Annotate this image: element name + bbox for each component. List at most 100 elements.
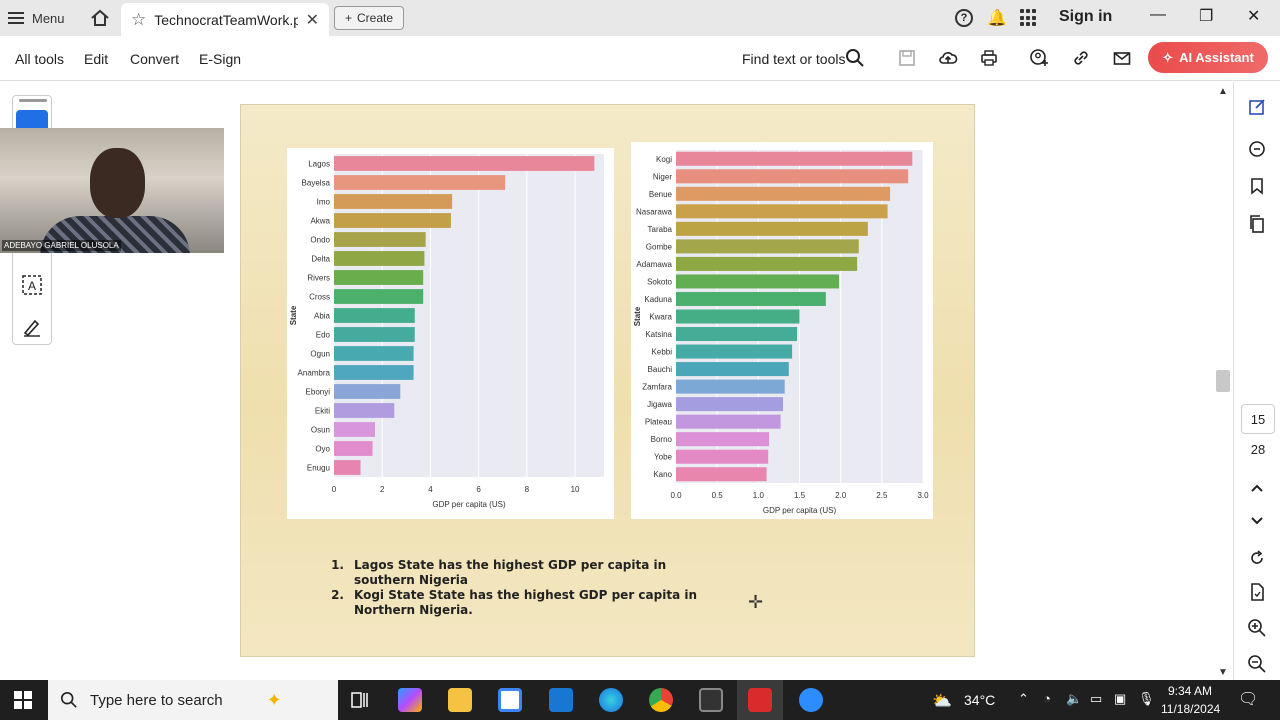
edit-pdf-icon[interactable] <box>1247 97 1267 117</box>
bar-nasarawa <box>676 204 888 219</box>
file-explorer-icon[interactable] <box>448 688 472 712</box>
mail-icon[interactable] <box>1112 48 1132 68</box>
y-tick-label: Rivers <box>307 274 330 283</box>
bar-borno <box>676 432 770 447</box>
y-tick-label: Kano <box>653 470 672 479</box>
meet-now-icon[interactable]: ▣ <box>1114 691 1127 706</box>
bell-icon[interactable]: 🔔 <box>987 10 1007 27</box>
y-tick-label: Lagos <box>308 160 330 169</box>
copilot-sparkle-icon: ✦ <box>266 689 282 710</box>
chevron-up-icon[interactable]: ⌃ <box>1018 691 1029 706</box>
edge-browser-icon[interactable] <box>599 688 623 712</box>
bar-bauchi <box>676 362 789 377</box>
bar-kwara <box>676 309 800 324</box>
maximize-icon[interactable]: ❐ <box>1199 8 1214 25</box>
apps-grid-icon[interactable] <box>1020 9 1038 27</box>
task-view-icon[interactable] <box>348 688 372 712</box>
volume-icon[interactable]: 🔈 <box>1066 691 1083 706</box>
bar-lagos <box>334 156 595 171</box>
clock-time[interactable]: 9:34 AM <box>1168 684 1213 698</box>
weather-temp[interactable]: 34°C <box>964 692 996 708</box>
save-icon[interactable] <box>897 48 917 68</box>
y-tick-label: Kwara <box>649 313 672 322</box>
star-icon[interactable]: ☆ <box>131 9 147 29</box>
note-line: Kogi State State has the highest GDP per… <box>354 588 698 602</box>
bar-benue <box>676 186 891 201</box>
y-tick-label: Anambra <box>298 369 331 378</box>
find-text-button[interactable]: Find text or tools <box>742 51 846 67</box>
mail-app-icon[interactable] <box>549 688 573 712</box>
vertical-scrollbar[interactable]: ▲ ▼ <box>1214 82 1232 680</box>
x-tick-label: 0.0 <box>670 491 682 500</box>
all-tools-menu[interactable]: All tools <box>15 51 65 67</box>
bar-edo <box>334 327 415 342</box>
terminal-app-icon[interactable] <box>699 688 723 712</box>
battery-icon[interactable]: ▭ <box>1090 691 1103 706</box>
weather-cloud-icon[interactable]: ⛅ <box>932 693 952 710</box>
close-window-icon[interactable]: ✕ <box>1247 8 1261 25</box>
pages-icon[interactable] <box>1247 214 1267 234</box>
previous-page-icon[interactable] <box>1247 478 1267 498</box>
wifi-icon[interactable]: ◔ <box>1043 691 1051 706</box>
bar-sokoto <box>676 274 840 289</box>
bar-zamfara <box>676 379 785 394</box>
acrobat-app-icon[interactable] <box>748 688 772 712</box>
microphone-icon[interactable]: 🎙 <box>1138 691 1155 706</box>
clock-date[interactable]: 11/18/2024 <box>1161 702 1221 716</box>
link-icon[interactable] <box>1071 48 1091 68</box>
edit-menu[interactable]: Edit <box>84 51 109 67</box>
zoom-in-icon[interactable] <box>1247 618 1267 638</box>
taskbar-search-box[interactable]: Type here to search ✦ <box>48 680 338 720</box>
sign-in-button[interactable]: Sign in <box>1059 8 1113 25</box>
menu-button[interactable]: Menu <box>8 6 65 30</box>
search-icon[interactable] <box>845 48 865 68</box>
convert-menu[interactable]: Convert <box>130 51 180 67</box>
ai-assistant-button[interactable]: ✧ AI Assistant <box>1148 42 1268 73</box>
y-tick-label: Plateau <box>645 418 672 427</box>
scroll-up-icon[interactable]: ▲ <box>1218 86 1228 97</box>
esign-menu[interactable]: E-Sign <box>199 51 242 67</box>
scroll-down-icon[interactable]: ▼ <box>1218 667 1228 678</box>
webcam-video[interactable]: ADEBAYO GABRIEL OLUSOLA <box>0 128 224 253</box>
store-icon[interactable] <box>498 688 522 712</box>
print-icon[interactable] <box>979 48 999 68</box>
next-page-icon[interactable] <box>1247 510 1267 530</box>
x-tick-label: 1.0 <box>753 491 765 500</box>
y-tick-label: Osun <box>311 426 330 435</box>
y-tick-label: Akwa <box>310 217 330 226</box>
drag-handle[interactable] <box>19 99 47 102</box>
create-button[interactable]: + Create <box>334 6 404 30</box>
bar-bayelsa <box>334 175 506 190</box>
current-page-field[interactable]: 15 <box>1241 404 1275 434</box>
minimize-icon[interactable]: — <box>1150 6 1166 23</box>
share-user-icon[interactable] <box>1029 48 1049 68</box>
zoom-app-icon[interactable] <box>799 688 823 712</box>
windows-start-icon[interactable] <box>14 691 32 709</box>
bar-ebonyi <box>334 384 401 399</box>
close-tab-icon[interactable]: ✕ <box>305 11 319 29</box>
chrome-browser-icon[interactable] <box>649 688 673 712</box>
bookmark-icon[interactable] <box>1247 176 1267 196</box>
zoom-out-icon[interactable] <box>1247 654 1267 674</box>
page-extract-icon[interactable] <box>1247 582 1267 602</box>
sign-pen-icon[interactable] <box>21 316 43 338</box>
y-axis-label: State <box>289 305 298 325</box>
note-line: southern Nigeria <box>354 573 468 587</box>
comment-icon[interactable] <box>1247 139 1267 159</box>
presenter-head <box>90 148 145 218</box>
rotate-icon[interactable] <box>1247 548 1267 568</box>
total-pages: 28 <box>1250 442 1266 457</box>
text-box-icon[interactable]: A <box>21 274 43 296</box>
upload-cloud-icon[interactable] <box>938 48 958 68</box>
help-icon[interactable]: ? <box>955 9 973 27</box>
notifications-icon[interactable]: 🗨 <box>1238 691 1259 708</box>
bar-enugu <box>334 460 361 475</box>
home-icon[interactable] <box>90 8 110 28</box>
search-placeholder: Type here to search <box>90 691 223 709</box>
document-tab[interactable]: ☆ TechnocratTeamWork.p... ✕ <box>121 3 329 36</box>
scroll-thumb[interactable] <box>1216 370 1230 392</box>
copilot-app-icon[interactable] <box>398 688 422 712</box>
participant-name: ADEBAYO GABRIEL OLUSOLA <box>2 240 121 251</box>
bar-kaduna <box>676 291 826 306</box>
y-tick-label: Zamfara <box>642 383 672 392</box>
